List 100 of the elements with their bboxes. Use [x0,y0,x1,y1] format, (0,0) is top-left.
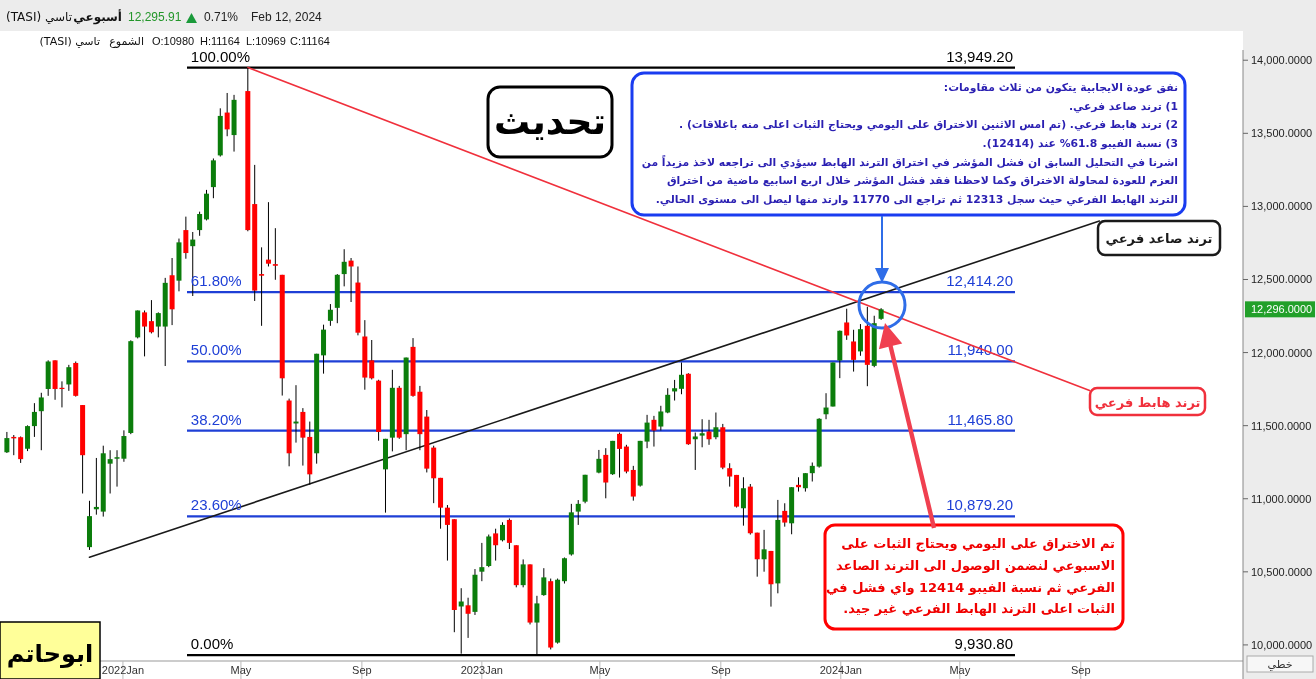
annotation: الاسبوعي لنضمن الوصول الى الترند الصاعد [836,558,1115,573]
text: الشموع [109,35,144,48]
annotation: تم الاختراق على اليومي ويحتاج الثبات على [841,536,1115,552]
candlestick [38,392,44,451]
series-label: ترند هابط فرعي [1094,394,1201,410]
candlestick [651,415,657,448]
text: H:11164 [200,35,240,47]
x-tick-label: 2023Jan [460,664,503,676]
text: 12,295.91 [128,10,182,24]
annotation: الفرعي ثم نسبة الفيبو 12414 واي فشل في [825,580,1115,595]
annotation: 1) ترند صاعد فرعي. [1068,100,1178,113]
candlestick [809,462,815,482]
candlestick [142,309,148,357]
y-tick-label: 11,500.0000 [1251,419,1312,432]
candlestick [465,597,471,639]
annotation: 3) نسبة الفيبو 61.8% عند (12414). [982,137,1178,150]
candlestick [341,248,347,287]
candlestick [327,303,333,327]
candlestick [493,528,499,562]
candlestick [500,521,506,542]
text: L:10969 [246,35,286,47]
candlestick [658,405,664,431]
series-label: ترند صاعد فرعي [1105,231,1213,246]
candlestick [224,92,230,137]
chart-subtitle: أسبوعي [73,9,122,25]
annotation: 0.00% [190,635,234,653]
candlestick [617,432,623,479]
candlestick [727,462,733,488]
ref-line-label: 10,879.20 [946,496,1013,514]
text: خطي [1267,658,1293,671]
y-tick-label: 13,500.0000 [1251,127,1313,140]
x-tick-label: 2022Jan [101,664,145,676]
annotation: تحديث [494,101,606,142]
candlestick [782,502,788,528]
annotation: 2) ترند هابط فرعي. (تم امس الاثنين الاختراق على اليومي ويحتاج الثبات اعلى منه باغلاقات) . [679,118,1178,132]
annotation: 23.60% [190,496,242,514]
text: 0.71% [204,10,239,24]
annotation: نفق عودة الايجابية يتكون من ثلاث مقاومات: [943,81,1178,94]
candlestick [761,529,767,573]
y-tick-label: 10,000.0000 [1251,638,1313,651]
candlestick [706,419,712,446]
candlestick [107,449,113,494]
candlestick [479,542,485,582]
y-tick-label: 12,000.0000 [1251,346,1313,359]
candlestick [31,402,37,438]
x-tick-label: Sep [352,664,372,676]
candlestick [644,414,650,449]
candlestick [259,246,265,327]
text: C:11164 [290,35,330,47]
ref-line-label: 11,465.80 [947,410,1013,428]
candlestick [541,567,547,597]
candlestick [851,329,857,373]
annotation: 100.00% [190,47,251,65]
x-tick-label: May [949,664,971,676]
annotation: 38.20% [190,410,242,428]
candlestick [844,308,850,341]
annotation: الثبات اعلى الترند الهابط الفرعي غير جيد. [843,601,1115,616]
candlestick [575,499,581,526]
candlestick [713,412,719,440]
candlestick [66,364,72,392]
x-tick-label: May [589,664,611,676]
y-tick-label: 10,500.0000 [1251,565,1313,578]
candlestick [672,379,678,402]
candlestick [155,311,161,338]
chart-title: تاسي (TASI) [5,10,72,24]
candlestick [272,227,278,281]
candlestick [678,362,684,395]
y-tick-label: 13,000.0000 [1251,200,1313,213]
x-tick-label: 2024Jan [819,664,862,676]
annotation: اشرنا في التحليل السابق ان فشل المؤشر في اختراق الترند الهابط سيؤدي الى تراجعه لاخذ مزيداً من [641,154,1178,169]
candlestick [18,435,24,464]
candlestick [561,557,567,585]
text: تاسي (TASI) [39,35,100,48]
text: Feb 12, 2024 [251,10,323,24]
y-tick-label: 12,500.0000 [1251,273,1313,286]
ref-line-label: 9,930.80 [954,635,1013,653]
annotation: العزم للعودة لمحاولة الاختراق وكما لاحظنا فقد فشل المؤشر خلال اربع اسابيع ماضية من اختراق [666,174,1178,187]
x-tick-label: May [230,664,252,676]
candlestick [369,339,375,380]
candlestick [857,323,863,357]
annotation: الترند الهابط الفرعي حيث سجل 12313 ثم تراجع الى 11770 وارتد منها ليصل الى مستوى الحالي. [655,193,1178,206]
candlestick [183,216,189,260]
text: 12,296.0000 [1251,303,1313,316]
candlestick [740,476,746,527]
candlestick [665,387,671,414]
candlestick [692,432,698,471]
candlestick [520,558,526,588]
candlestick [148,299,154,334]
x-tick-label: Sep [711,664,731,676]
candlestick [4,431,10,454]
candlestick [699,418,705,448]
y-tick-label: 11,000.0000 [1251,492,1312,505]
candlestick [197,211,203,237]
candlestick [444,504,450,562]
candlestick [25,424,31,452]
ref-line-label: 13,949.20 [946,47,1013,65]
y-tick-label: 14,000.0000 [1251,54,1313,67]
annotation: 50.00% [190,341,242,359]
x-tick-label: Sep [1070,664,1091,676]
text: O:10980 [152,35,195,47]
